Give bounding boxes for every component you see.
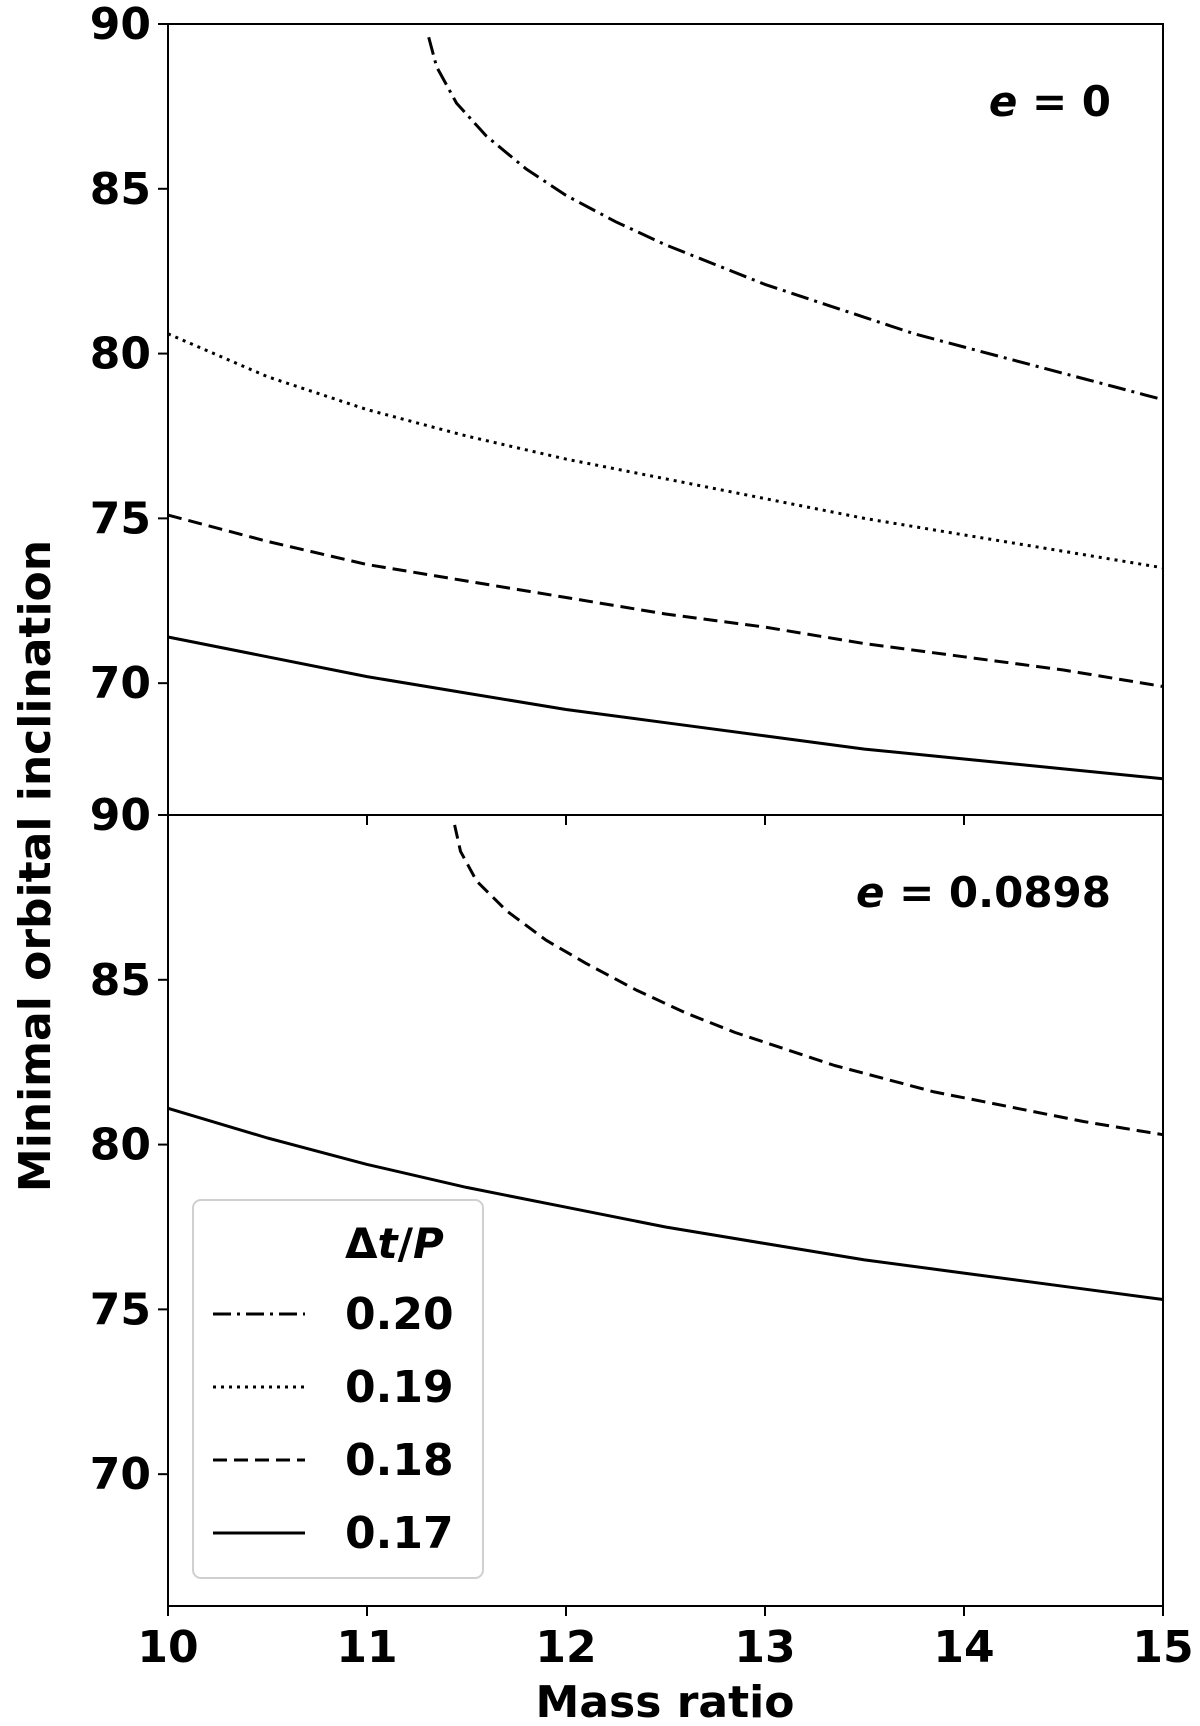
y-tick-label: 70	[90, 658, 151, 709]
series-line-dotted	[167, 332, 1164, 570]
series-line-dashdot	[427, 36, 1164, 402]
bottom-panel: 70 75 80 85 90 10 11 12 13 14 15 e = 0.0898	[90, 790, 1194, 1673]
x-tick-label: 14	[933, 1622, 994, 1673]
y-axis-label: Minimal orbital inclination	[10, 540, 61, 1192]
legend-title-p: P	[413, 1219, 444, 1268]
series-line-dashed	[167, 513, 1164, 688]
plot-frame	[167, 814, 1164, 1607]
legend-label: 0.19	[345, 1362, 454, 1413]
x-tick-label: 12	[535, 1622, 596, 1673]
legend-title-t: t	[378, 1219, 400, 1268]
top-panel: 70 75 80 85 90 e = 0	[90, 0, 1164, 825]
y-tick-label: 80	[90, 1120, 151, 1171]
legend-title: Δt/P	[345, 1219, 444, 1268]
annotation-variable: e	[856, 868, 885, 917]
legend-entries: 0.20 0.19 0.18 0.17	[213, 1289, 454, 1559]
annotation-value: = 0.0898	[884, 868, 1111, 917]
x-tick-label: 10	[137, 1622, 198, 1673]
legend-label: 0.20	[345, 1289, 454, 1340]
y-tick-label: 80	[90, 329, 151, 380]
x-tick-label: 13	[734, 1622, 795, 1673]
annotation-variable: e	[989, 77, 1018, 126]
y-tick-label: 90	[90, 790, 151, 841]
y-tick-label: 70	[90, 1449, 151, 1500]
annotation-value: = 0	[1017, 77, 1111, 126]
legend-title-slash: /	[398, 1219, 414, 1268]
y-tick-label: 85	[90, 164, 151, 215]
y-tick-label: 90	[90, 0, 151, 50]
y-tick-label: 75	[90, 493, 151, 544]
plot-frame	[167, 23, 1164, 816]
x-tick-label: 15	[1132, 1622, 1193, 1673]
series-line-solid	[167, 635, 1164, 781]
legend: Δt/P 0.20 0.19 0.18 0.17	[192, 1199, 484, 1579]
series-line-solid	[167, 1106, 1164, 1301]
x-axis-label: Mass ratio	[536, 1677, 795, 1726]
x-tick-label: 11	[336, 1622, 397, 1673]
legend-frame	[192, 1199, 484, 1579]
y-tick-label: 85	[90, 955, 151, 1006]
panel-annotation: e = 0	[989, 77, 1111, 126]
y-tick-label: 75	[90, 1284, 151, 1335]
legend-label: 0.18	[345, 1435, 454, 1486]
legend-title-delta: Δ	[345, 1219, 378, 1268]
panel-annotation: e = 0.0898	[856, 868, 1111, 917]
series-line-dashed	[453, 824, 1164, 1137]
legend-label: 0.17	[345, 1508, 454, 1559]
